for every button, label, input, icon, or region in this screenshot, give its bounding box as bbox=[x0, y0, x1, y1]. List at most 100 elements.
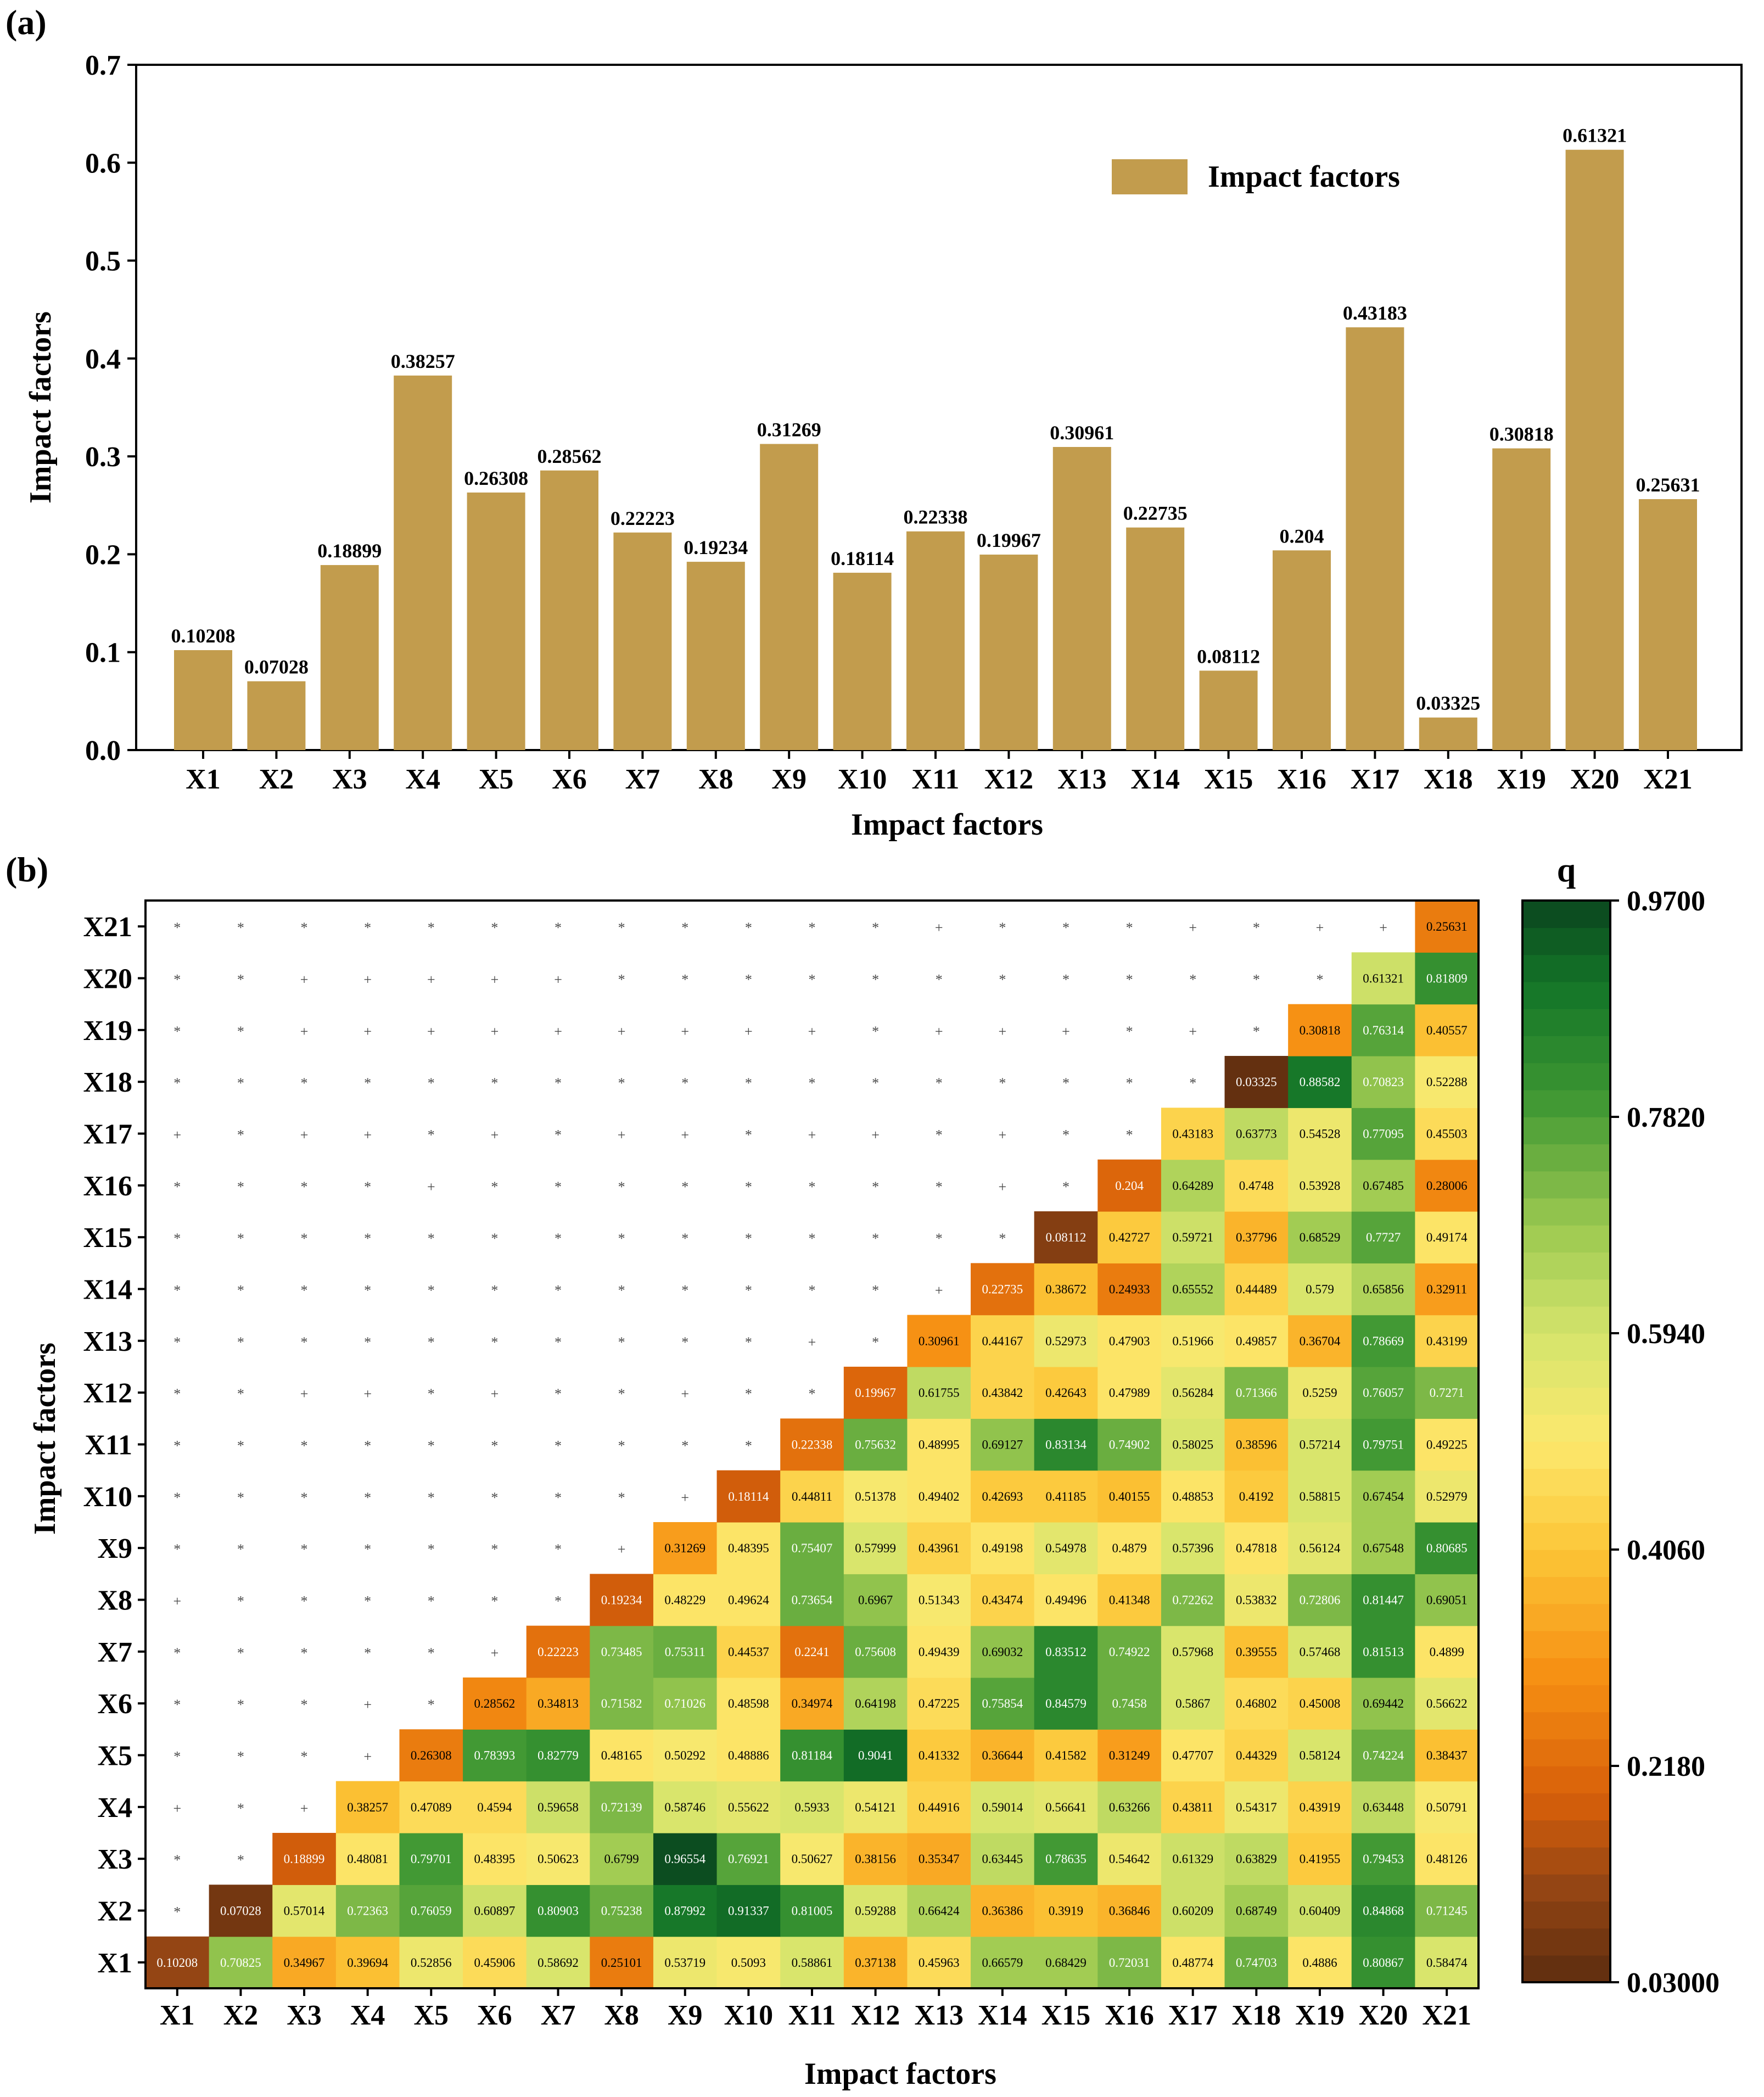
heatmap-cell-X2-X10 bbox=[716, 1884, 781, 1937]
heatmap-cell-X1-X21 bbox=[1415, 1936, 1479, 1989]
heatmap-cell-value: 0.38672 bbox=[1045, 1283, 1087, 1296]
heatmap-cell-X1-X17 bbox=[1161, 1936, 1225, 1989]
bar-X1 bbox=[174, 650, 232, 750]
significance-mark: * bbox=[428, 1386, 435, 1402]
heatmap-cell-value: 0.41582 bbox=[1045, 1749, 1087, 1763]
significance-mark: + bbox=[935, 920, 943, 936]
colorbar-tick-label: 0.4060 bbox=[1627, 1535, 1705, 1566]
significance-mark: * bbox=[301, 1334, 308, 1350]
heatmap-cell-value: 0.58861 bbox=[792, 1956, 833, 1970]
heatmap-cell-X17-X20 bbox=[1351, 1108, 1415, 1160]
bar-x-tick-label: X21 bbox=[1643, 764, 1693, 795]
significance-mark: * bbox=[681, 1438, 688, 1454]
heatmap-cell-X9-X9 bbox=[653, 1522, 718, 1574]
heatmap-cell-X12-X20 bbox=[1351, 1367, 1415, 1419]
significance-mark: + bbox=[681, 1490, 689, 1506]
heatmap-cell-value: 0.96554 bbox=[664, 1852, 705, 1866]
bar-value-label: 0.43183 bbox=[1343, 302, 1407, 324]
heatmap-y-tick-label: X8 bbox=[97, 1585, 132, 1617]
heatmap-x-tick-label: X10 bbox=[724, 2000, 774, 2031]
colorbar-title: q bbox=[1557, 852, 1576, 889]
bar-series: 0.10208 0.07028 0.18899 0.38257 0.26308 0.285… bbox=[171, 125, 1700, 751]
significance-mark: * bbox=[301, 1075, 308, 1091]
significance-mark: * bbox=[173, 1075, 181, 1091]
significance-mark: * bbox=[809, 1283, 816, 1299]
heatmap-cell-value: 0.26308 bbox=[411, 1749, 452, 1763]
heatmap-cell-X4-X8 bbox=[590, 1781, 654, 1833]
significance-mark: + bbox=[363, 972, 372, 988]
significance-mark: + bbox=[618, 1541, 626, 1557]
significance-mark: * bbox=[936, 1075, 943, 1091]
heatmap-cell-value: 0.49857 bbox=[1236, 1334, 1277, 1348]
significance-mark: * bbox=[618, 1179, 625, 1195]
heatmap-cell-value: 0.37796 bbox=[1236, 1231, 1277, 1244]
colorbar-step bbox=[1522, 1820, 1610, 1848]
colorbar: q 0.9700 0.7820 0.5940 0.4060 0.2180 0.03000 bbox=[1521, 852, 1720, 1999]
significance-mark: * bbox=[301, 1179, 308, 1195]
heatmap-cell-value: 0.57396 bbox=[1172, 1541, 1213, 1555]
bar-y-tick-label: 0.0 bbox=[85, 735, 121, 767]
heatmap-cell-value: 0.24933 bbox=[1109, 1283, 1150, 1296]
bar-value-label: 0.26308 bbox=[464, 467, 528, 489]
heatmap-cell-value: 0.71026 bbox=[664, 1697, 705, 1710]
heatmap-significance-marks: * * * + * + * * * + * * * + * * * * * * + + * * * * * * * * * * * * * + * * * *… bbox=[173, 920, 1387, 1920]
heatmap-cell-X5-X12 bbox=[843, 1729, 908, 1782]
bar-y-tick-label: 0.3 bbox=[85, 441, 121, 473]
heatmap-cell-X5-X17 bbox=[1161, 1729, 1225, 1782]
heatmap-cell-X6-X10 bbox=[716, 1677, 781, 1730]
heatmap-x-tick-label: X5 bbox=[414, 2000, 449, 2031]
heatmap-cell-X19-X20 bbox=[1351, 1004, 1415, 1056]
bar-x-tick-label: X3 bbox=[332, 764, 367, 795]
significance-mark: * bbox=[173, 1749, 181, 1765]
heatmap-cell-X16-X17 bbox=[1161, 1159, 1225, 1212]
heatmap-cell-value: 0.72806 bbox=[1300, 1593, 1341, 1607]
heatmap-cell-X9-X18 bbox=[1224, 1522, 1289, 1574]
heatmap-cell-X11-X21 bbox=[1415, 1418, 1479, 1471]
heatmap-cell-value: 0.49624 bbox=[728, 1593, 769, 1607]
heatmap-cell-X11-X11 bbox=[780, 1418, 844, 1471]
colorbar-step bbox=[1522, 1901, 1610, 1929]
significance-mark: * bbox=[301, 1490, 308, 1506]
heatmap-cell-value: 0.53928 bbox=[1300, 1179, 1341, 1193]
heatmap-cell-value: 0.72363 bbox=[347, 1904, 388, 1918]
heatmap-cell-X14-X21 bbox=[1415, 1263, 1479, 1316]
heatmap-x-axis-title: Impact factors bbox=[804, 2057, 996, 2091]
significance-mark: + bbox=[363, 1024, 372, 1039]
heatmap-cell-value: 0.43842 bbox=[982, 1386, 1023, 1400]
heatmap-cell-value: 0.76314 bbox=[1363, 1024, 1404, 1037]
bar-X6 bbox=[540, 470, 598, 750]
heatmap-cell-X6-X9 bbox=[653, 1677, 718, 1730]
bar-x-tick-label: X18 bbox=[1424, 764, 1473, 795]
heatmap-cell-X8-X18 bbox=[1224, 1574, 1289, 1626]
colorbar-step bbox=[1522, 1252, 1610, 1280]
heatmap-cell-value: 0.22223 bbox=[537, 1645, 579, 1659]
bar-x-tick-label: X6 bbox=[552, 764, 587, 795]
significance-mark: * bbox=[681, 1334, 688, 1350]
heatmap-cell-X2-X7 bbox=[526, 1884, 590, 1937]
significance-mark: * bbox=[872, 1179, 879, 1195]
heatmap-cell-X4-X9 bbox=[653, 1781, 718, 1833]
colorbar-step bbox=[1522, 901, 1610, 929]
heatmap-cell-value: 0.18114 bbox=[728, 1490, 769, 1503]
heatmap-cell-value: 0.81513 bbox=[1363, 1645, 1404, 1659]
heatmap-cell-X11-X20 bbox=[1351, 1418, 1415, 1471]
heatmap-cell-value: 0.59721 bbox=[1172, 1231, 1213, 1244]
heatmap-cell-X5-X7 bbox=[526, 1729, 590, 1782]
significance-mark: * bbox=[745, 1231, 752, 1246]
significance-mark: + bbox=[554, 1024, 562, 1039]
colorbar-tick-label: 0.9700 bbox=[1627, 886, 1705, 917]
heatmap-cell-X2-X9 bbox=[653, 1884, 718, 1937]
significance-mark: * bbox=[428, 1593, 435, 1609]
heatmap-cell-value: 0.5093 bbox=[731, 1956, 766, 1970]
heatmap-cell-X5-X5 bbox=[399, 1729, 463, 1782]
heatmap-cell-value: 0.80867 bbox=[1363, 1956, 1404, 1970]
heatmap-cell-value: 0.36644 bbox=[982, 1749, 1023, 1763]
heatmap-cell-X21-X21 bbox=[1415, 901, 1479, 953]
bar-X18 bbox=[1419, 717, 1477, 750]
bar-y-tick-label: 0.6 bbox=[85, 148, 121, 179]
heatmap-cell-value: 0.54121 bbox=[855, 1800, 896, 1814]
heatmap-cell-value: 0.50623 bbox=[537, 1852, 579, 1866]
significance-mark: * bbox=[872, 1334, 879, 1350]
heatmap-cell-value: 0.65552 bbox=[1172, 1283, 1213, 1296]
bar-X10 bbox=[833, 573, 892, 750]
